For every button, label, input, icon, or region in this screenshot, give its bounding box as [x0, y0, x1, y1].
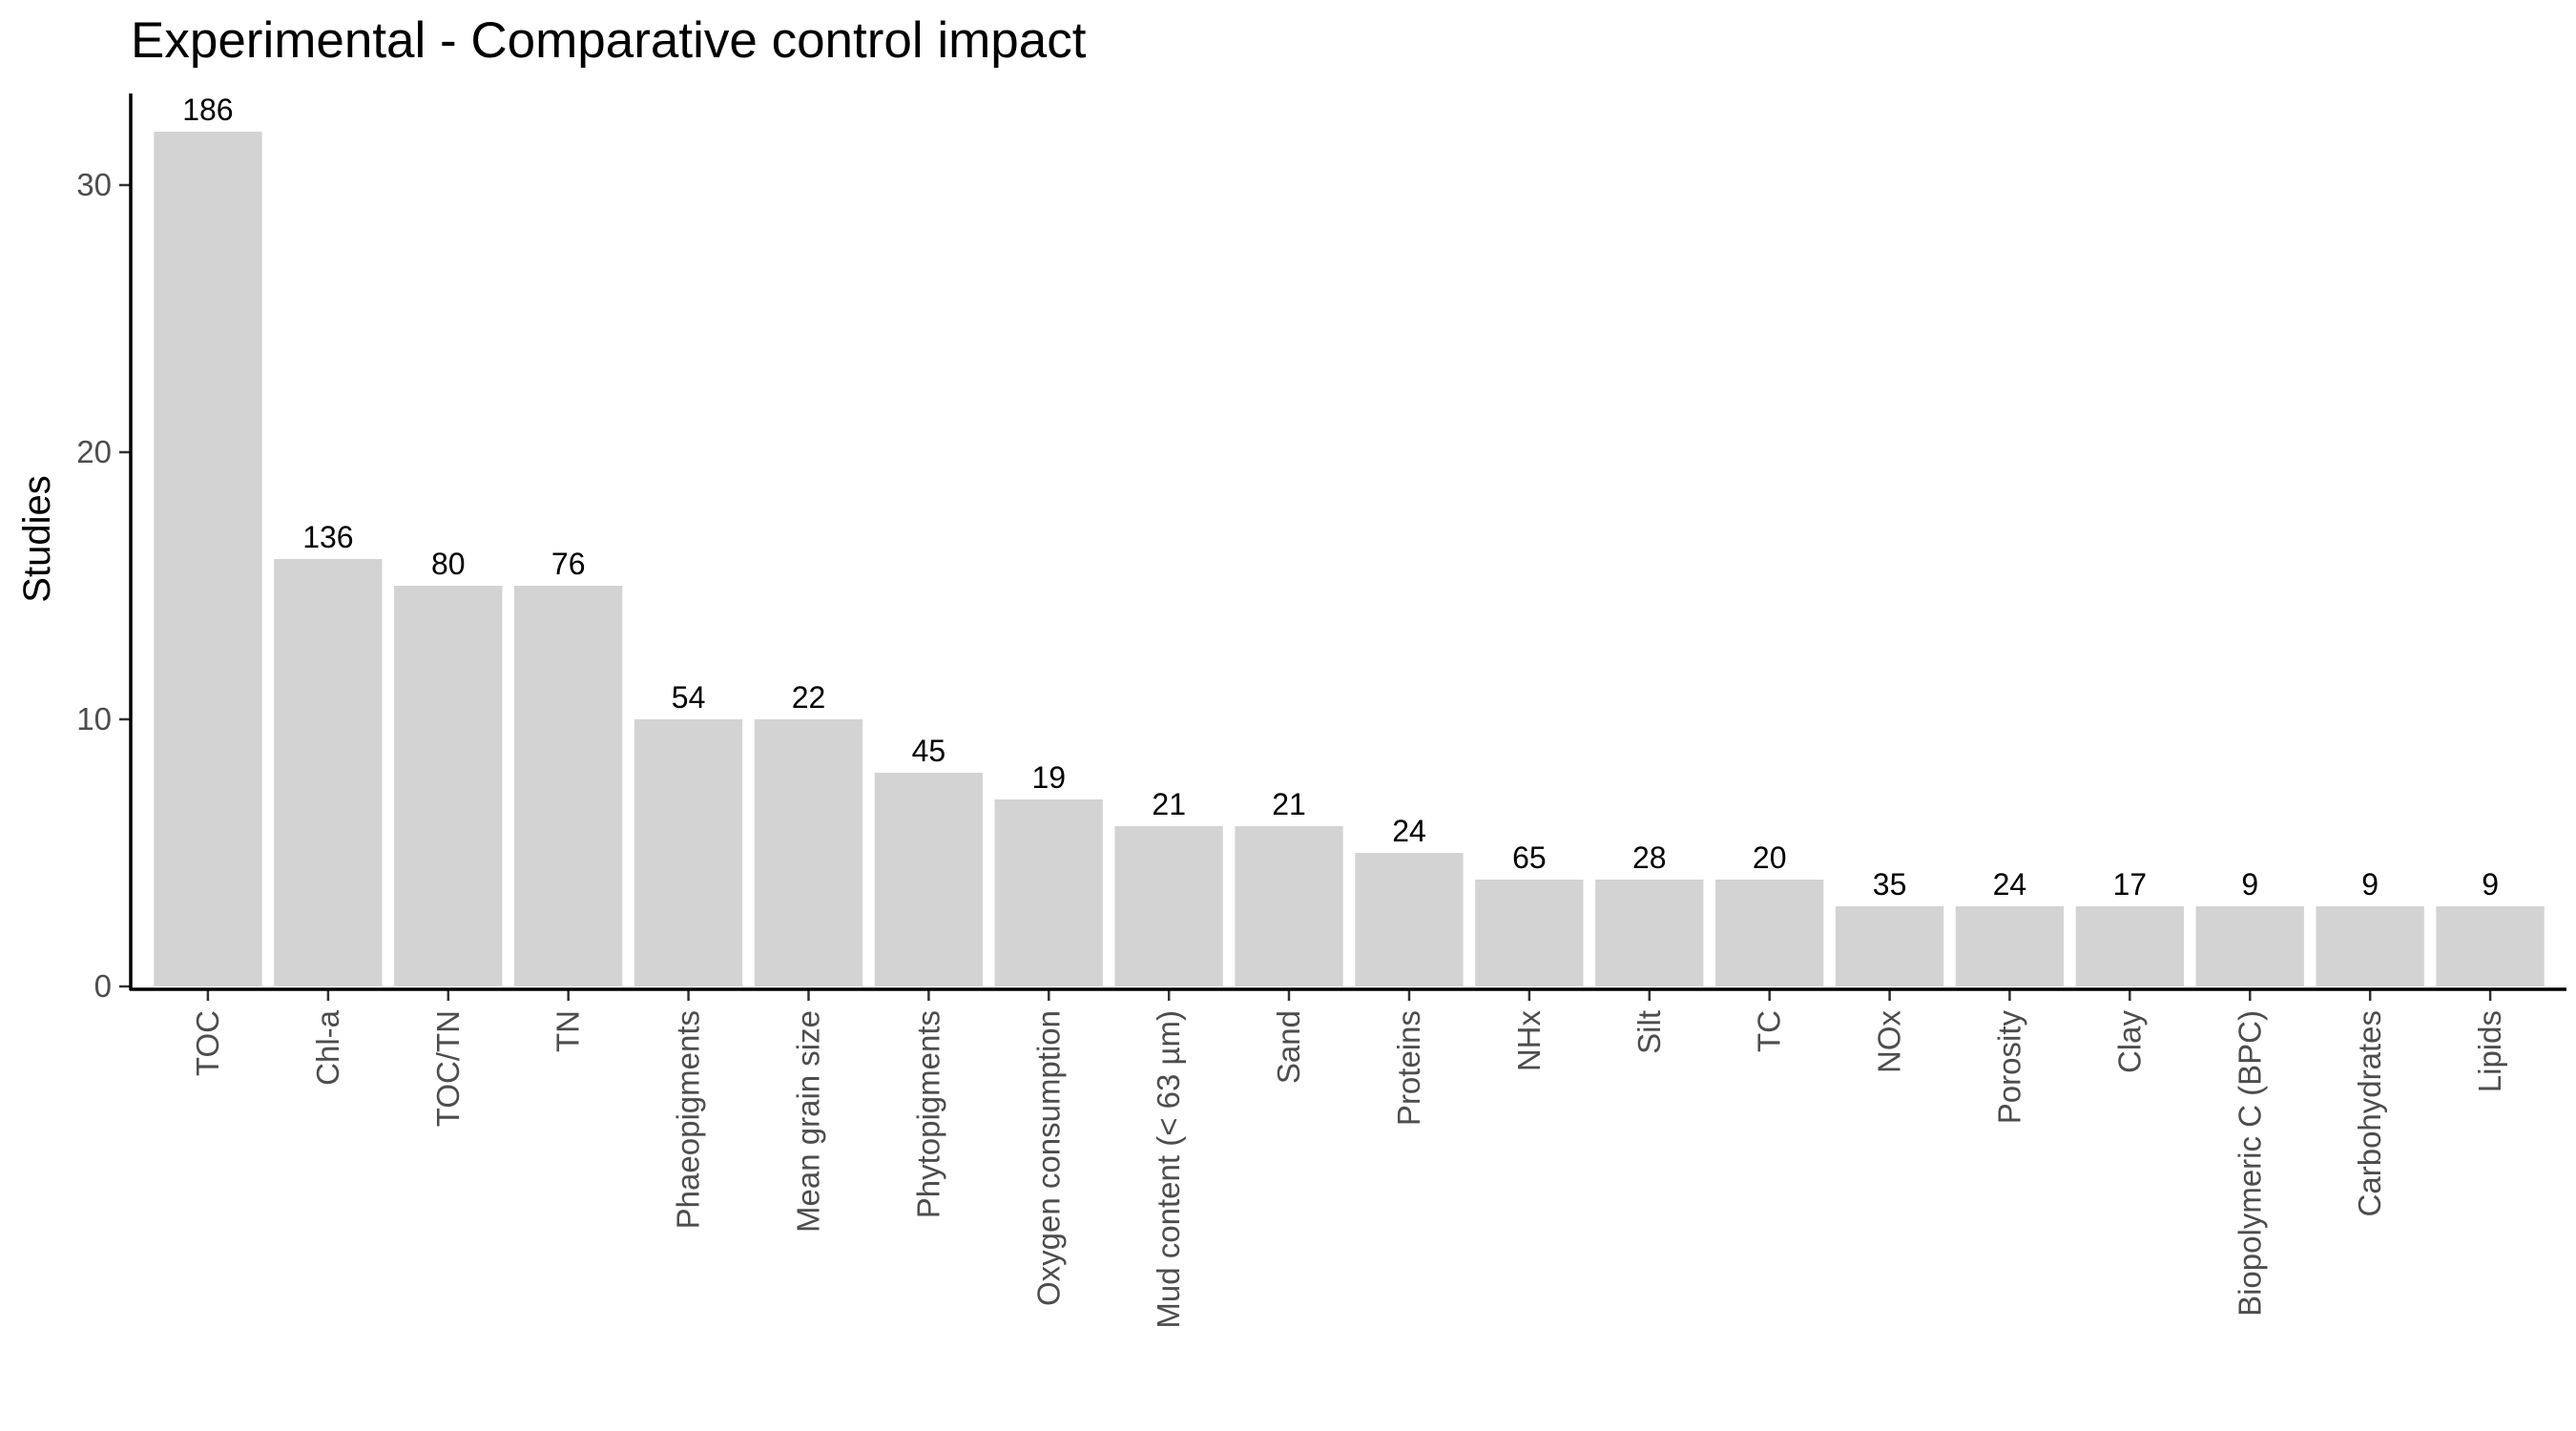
- bar: [874, 773, 983, 986]
- bar: [2195, 906, 2304, 986]
- chart-title: Experimental - Comparative control impac…: [131, 12, 1087, 69]
- y-tick-label: 10: [76, 701, 112, 736]
- bar: [994, 799, 1103, 986]
- bar: [1114, 826, 1223, 986]
- x-tick-label: TOC: [190, 1010, 225, 1076]
- bar: [2316, 906, 2424, 986]
- x-tick-label: Oxygen consumption: [1030, 1010, 1066, 1306]
- bar: [1595, 880, 1704, 986]
- x-tick-label: Chl-a: [310, 1009, 345, 1086]
- bar: [754, 719, 863, 986]
- bar: [1955, 906, 2065, 986]
- bar-value-label: 186: [182, 93, 233, 127]
- bar: [514, 586, 623, 986]
- x-tick-label: Silt: [1631, 1010, 1667, 1054]
- x-tick-label: Mean grain size: [791, 1010, 826, 1233]
- bar: [394, 586, 503, 986]
- bar-value-label: 35: [1873, 867, 1907, 902]
- bar: [1715, 880, 1824, 986]
- bar-value-label: 21: [1152, 787, 1186, 821]
- x-axis: TOC Chl-a TOC/TN TN Phaeopigments Mean grain …: [130, 987, 2566, 1329]
- bars-layer: [154, 132, 2545, 986]
- bar: [274, 559, 383, 986]
- bar-value-label: 20: [1753, 840, 1787, 875]
- bar-value-label: 19: [1032, 760, 1067, 795]
- x-tick-label: NOx: [1872, 1010, 1907, 1074]
- x-tick-label: NHx: [1511, 1010, 1547, 1072]
- x-tick-label: Porosity: [1991, 1010, 2026, 1125]
- y-tick-label: 20: [76, 434, 112, 469]
- y-axis: 0 10 20 30: [76, 93, 133, 1004]
- x-tick-label: Biopolymeric C (BPC): [2232, 1010, 2267, 1317]
- data-labels-layer: 186 136 80 76 54 22 45 19 21 21 24 65 28 20 35 24 17 9 9 9: [182, 93, 2499, 902]
- bar: [2436, 906, 2545, 986]
- bar: [1475, 880, 1584, 986]
- bar-value-label: 22: [792, 680, 826, 715]
- bar-value-label: 24: [1392, 814, 1426, 848]
- bar-value-label: 80: [431, 547, 466, 581]
- x-tick-label: Proteins: [1391, 1010, 1426, 1126]
- x-tick-label: Clay: [2111, 1010, 2147, 1074]
- x-tick-label: TOC/TN: [430, 1010, 466, 1127]
- x-tick-label: Phaeopigments: [671, 1010, 706, 1229]
- bar-value-label: 76: [551, 547, 586, 581]
- x-tick-label: TN: [551, 1010, 586, 1052]
- bar-value-label: 9: [2482, 867, 2499, 902]
- y-tick-label: 30: [76, 167, 112, 202]
- bar: [634, 719, 743, 986]
- x-tick-label: Sand: [1271, 1010, 1306, 1084]
- y-axis-title: Studies: [16, 475, 58, 602]
- bar-value-label: 9: [2361, 867, 2379, 902]
- bar-value-label: 24: [1993, 867, 2027, 902]
- bar-value-label: 21: [1272, 787, 1306, 821]
- bar: [2075, 906, 2184, 986]
- bar-value-label: 28: [1632, 840, 1667, 875]
- bar-value-label: 136: [302, 520, 353, 554]
- bar-value-label: 54: [672, 680, 706, 715]
- x-tick-label: Mud content (< 63 µm): [1151, 1010, 1186, 1329]
- bar: [154, 132, 262, 986]
- bar: [1355, 853, 1464, 986]
- bar-value-label: 65: [1512, 840, 1547, 875]
- x-tick-label: Lipids: [2472, 1010, 2507, 1092]
- x-tick-label: TC: [1752, 1010, 1787, 1052]
- y-tick-label: 0: [94, 968, 112, 1004]
- x-tick-label: Carbohydrates: [2352, 1010, 2387, 1216]
- bar-value-label: 9: [2241, 867, 2258, 902]
- bar: [1235, 826, 1343, 986]
- bar-value-label: 45: [912, 734, 946, 768]
- bar: [1835, 906, 1944, 986]
- bar-value-label: 17: [2113, 867, 2148, 902]
- x-tick-label: Phytopigments: [910, 1010, 945, 1218]
